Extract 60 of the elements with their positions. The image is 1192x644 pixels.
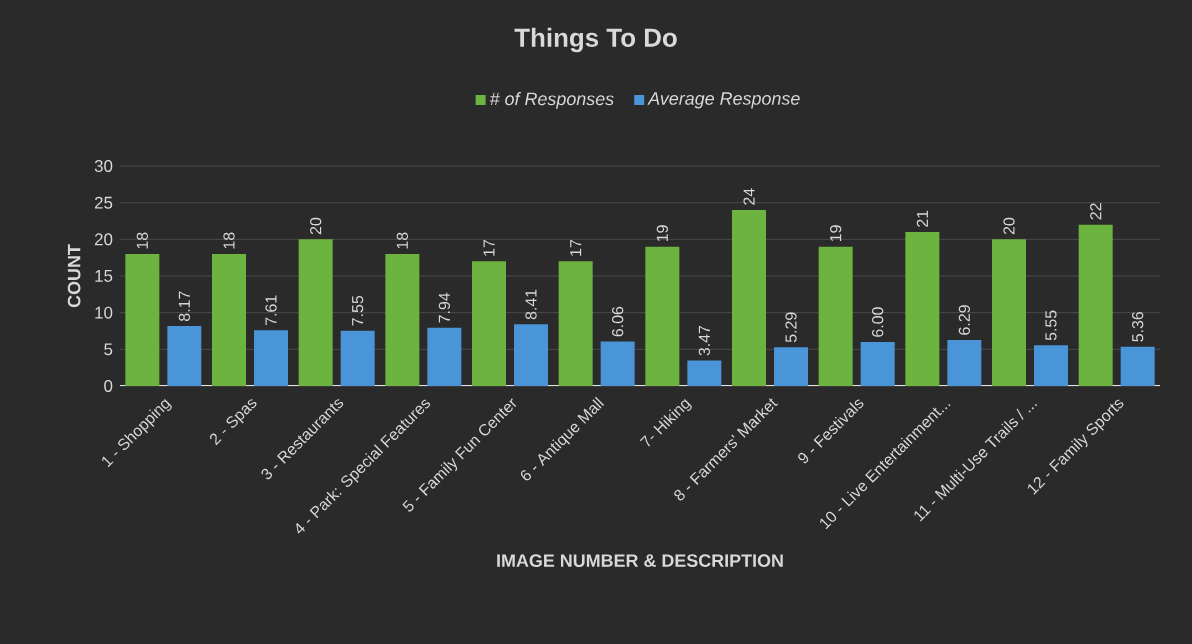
bar [860, 342, 895, 386]
bar [514, 324, 549, 386]
bar [298, 239, 333, 386]
bar [254, 330, 288, 386]
y-tick-label: 30 [94, 160, 113, 172]
data-label: 7.61 [265, 295, 277, 325]
bar [732, 210, 767, 386]
bar [1078, 224, 1113, 386]
chart-title: Things To Do [514, 27, 677, 53]
y-tick-label: 25 [94, 196, 113, 209]
bar [818, 246, 853, 386]
bar [1120, 346, 1155, 386]
data-label: 5.36 [1132, 311, 1144, 342]
data-label: 7.55 [352, 295, 364, 326]
data-label: 21 [916, 210, 928, 227]
data-label: 18 [396, 232, 408, 249]
bar [125, 254, 160, 386]
legend-label: # of Responses [489, 92, 614, 109]
data-label: 20 [310, 217, 322, 235]
data-label: 24 [743, 188, 755, 205]
data-label: 5.55 [1045, 310, 1057, 341]
data-label: 5.29 [785, 312, 797, 343]
bar [600, 341, 635, 386]
bar [212, 254, 246, 386]
bar [340, 330, 375, 386]
bar [558, 261, 593, 386]
bar [385, 254, 420, 386]
y-tick-label: 20 [94, 233, 113, 246]
data-label: 8.41 [525, 289, 537, 320]
data-label: 18 [136, 232, 148, 249]
data-label: 8.17 [178, 291, 190, 321]
legend-label: Average Response [647, 92, 800, 109]
data-label: 6.00 [872, 307, 884, 337]
bar [167, 326, 202, 386]
y-tick-label: 15 [95, 270, 113, 282]
data-label: 18 [223, 232, 235, 249]
data-label: 19 [830, 225, 842, 242]
bar [992, 239, 1027, 386]
y-tick-label: 5 [104, 343, 113, 356]
data-label: 17 [570, 240, 582, 256]
bar [947, 339, 982, 386]
bar [1034, 345, 1069, 386]
data-label: 6.06 [612, 306, 624, 337]
data-label: 3.47 [698, 325, 710, 356]
bar [905, 232, 940, 386]
x-axis-title: IMAGE NUMBER & DESCRIPTION [497, 554, 783, 567]
data-label: 6.29 [958, 305, 970, 335]
bar [774, 347, 809, 386]
data-label: 19 [656, 225, 668, 242]
bar [427, 327, 462, 386]
data-label: 7.94 [438, 292, 450, 323]
bar [472, 261, 507, 386]
y-axis-title: COUNT [67, 244, 81, 308]
data-label: 22 [1090, 203, 1102, 220]
y-tick-label: 10 [95, 306, 113, 319]
data-label: 17 [483, 240, 495, 256]
bar [687, 360, 722, 386]
bar [645, 246, 680, 386]
data-label: 20 [1003, 217, 1015, 235]
y-tick-label: 0 [104, 380, 113, 392]
